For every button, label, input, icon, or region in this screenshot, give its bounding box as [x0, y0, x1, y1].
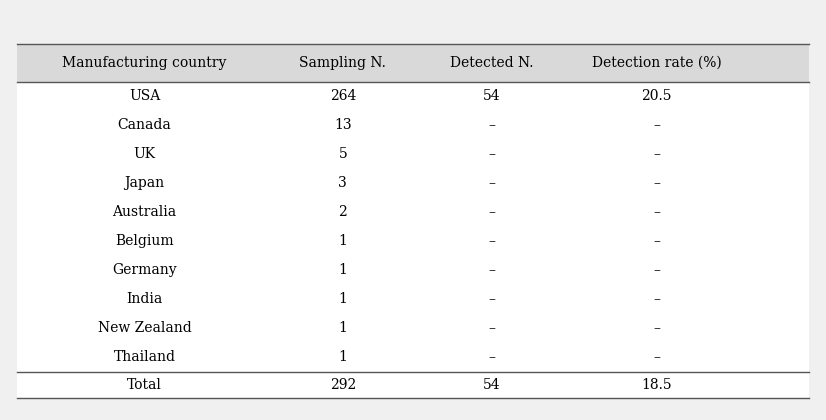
Text: Manufacturing country: Manufacturing country: [62, 56, 227, 70]
FancyBboxPatch shape: [17, 44, 809, 82]
Text: 13: 13: [334, 118, 352, 132]
Text: –: –: [653, 350, 660, 364]
Text: India: India: [126, 292, 163, 306]
Text: 1: 1: [339, 292, 347, 306]
Text: –: –: [488, 321, 495, 335]
Text: Australia: Australia: [112, 205, 177, 219]
Text: Japan: Japan: [125, 176, 164, 190]
Text: –: –: [653, 292, 660, 306]
Text: USA: USA: [129, 89, 160, 103]
Text: Detection rate (%): Detection rate (%): [591, 56, 722, 70]
Text: 264: 264: [330, 89, 356, 103]
Text: Belgium: Belgium: [116, 234, 173, 248]
Text: 292: 292: [330, 378, 356, 392]
Text: Detected N.: Detected N.: [449, 56, 534, 70]
Text: UK: UK: [134, 147, 155, 161]
Text: 5: 5: [339, 147, 347, 161]
Text: 54: 54: [482, 378, 501, 392]
Text: –: –: [653, 205, 660, 219]
Text: 1: 1: [339, 350, 347, 364]
Text: –: –: [653, 263, 660, 277]
Text: 2: 2: [339, 205, 347, 219]
Text: 1: 1: [339, 321, 347, 335]
Text: –: –: [488, 263, 495, 277]
Text: Total: Total: [127, 378, 162, 392]
Text: Canada: Canada: [117, 118, 172, 132]
Text: –: –: [653, 321, 660, 335]
Text: Thailand: Thailand: [113, 350, 176, 364]
Text: –: –: [488, 350, 495, 364]
Text: –: –: [653, 118, 660, 132]
Text: –: –: [653, 147, 660, 161]
Text: New Zealand: New Zealand: [97, 321, 192, 335]
FancyBboxPatch shape: [17, 44, 809, 398]
Text: –: –: [488, 205, 495, 219]
Text: –: –: [488, 176, 495, 190]
Text: –: –: [653, 176, 660, 190]
Text: 1: 1: [339, 263, 347, 277]
Text: –: –: [488, 292, 495, 306]
Text: 20.5: 20.5: [642, 89, 672, 103]
Text: –: –: [653, 234, 660, 248]
Text: 54: 54: [482, 89, 501, 103]
Text: –: –: [488, 147, 495, 161]
Text: 3: 3: [339, 176, 347, 190]
Text: Sampling N.: Sampling N.: [299, 56, 387, 70]
Text: –: –: [488, 234, 495, 248]
Text: 18.5: 18.5: [641, 378, 672, 392]
Text: –: –: [488, 118, 495, 132]
Text: Germany: Germany: [112, 263, 177, 277]
Text: 1: 1: [339, 234, 347, 248]
